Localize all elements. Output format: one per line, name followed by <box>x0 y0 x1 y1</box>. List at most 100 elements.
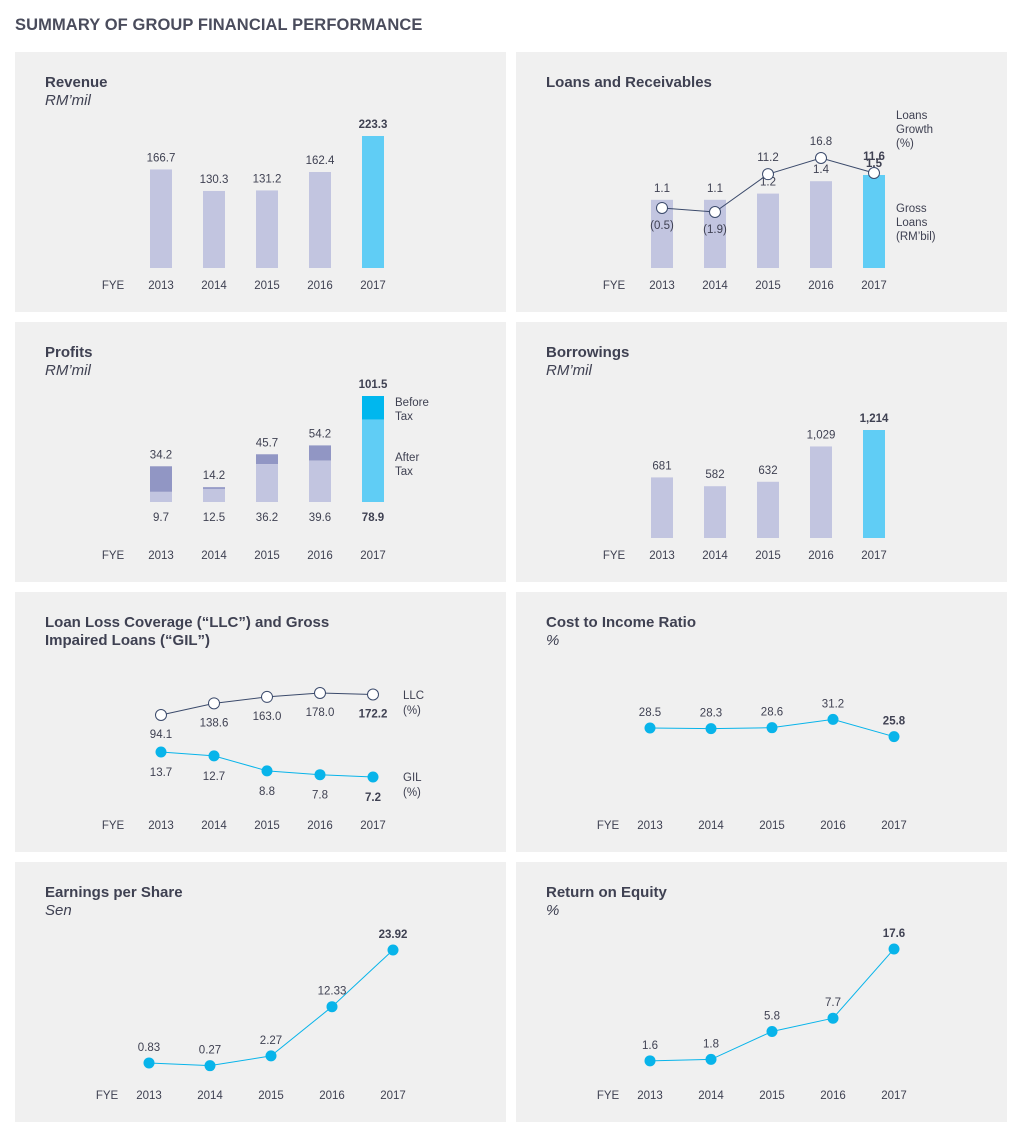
bar-before-tax <box>150 466 172 492</box>
bar-before-tax <box>362 396 384 420</box>
legend-gil: GIL <box>403 772 422 784</box>
x-tick-label: 2015 <box>254 280 280 292</box>
data-label-before-tax: 14.2 <box>203 470 225 482</box>
data-label: 1.5 <box>866 158 883 170</box>
roe-panel: Return on Equity % 1.6 1.8 5.8 7.7 17.6 FYE 20… <box>516 862 1007 1122</box>
loans-panel: Loans and Receivables 1.1 1.1 1.2 1.4 1.5 (0.… <box>516 52 1007 312</box>
legend-growth: Loans <box>896 110 928 122</box>
panel-title: Return on Equity <box>546 884 667 901</box>
bar-before-tax <box>256 454 278 465</box>
x-tick-label: 2014 <box>702 280 728 292</box>
llc-point <box>261 690 273 703</box>
bar <box>309 172 331 268</box>
panel-title: Loans and Receivables <box>546 74 712 91</box>
data-point <box>326 1001 338 1013</box>
data-label: 681 <box>652 460 671 472</box>
x-tick-label: 2014 <box>698 820 724 832</box>
data-point <box>762 168 774 181</box>
page-title: SUMMARY OF GROUP FINANCIAL PERFORMANCE <box>15 16 423 34</box>
x-tick-label: 2015 <box>254 820 280 832</box>
data-point <box>204 1060 216 1072</box>
bar <box>651 477 673 538</box>
data-point <box>656 201 668 214</box>
fye-label: FYE <box>603 550 626 562</box>
bar <box>810 446 832 538</box>
data-label: 130.3 <box>200 174 229 186</box>
legend-llc: LLC <box>403 690 424 702</box>
profits-chart: 34.2 9.7 14.2 12.5 45.7 36.2 54.2 39.6 101.5 78.9… <box>102 379 429 562</box>
cir-chart: 28.5 28.3 28.6 31.2 25.8 FYE 2013 2014 2015 2016 2… <box>597 698 907 832</box>
data-label: 162.4 <box>306 155 335 167</box>
bar-after-tax <box>256 464 278 502</box>
panel-unit: % <box>546 632 560 649</box>
data-label: 1.1 <box>654 183 670 195</box>
panel-unit: RM’mil <box>45 92 91 109</box>
llc-label: 138.6 <box>200 717 229 729</box>
x-tick-label: 2017 <box>360 820 386 832</box>
panel-unit: % <box>546 902 560 919</box>
data-point <box>815 152 827 164</box>
x-tick-label: 2014 <box>201 820 227 832</box>
x-tick-label: 2013 <box>637 1090 663 1102</box>
data-label: 7.7 <box>825 997 841 1009</box>
llc-point <box>367 688 379 701</box>
bar <box>863 430 885 538</box>
data-label: 632 <box>758 465 777 477</box>
bar <box>704 199 726 268</box>
roe-chart: 1.6 1.8 5.8 7.7 17.6 FYE 2013 2014 2015 2016 2017 <box>597 928 907 1102</box>
x-tick-label: 2013 <box>637 820 663 832</box>
data-label: 1.8 <box>703 1038 719 1050</box>
data-point <box>705 723 717 735</box>
x-tick-label: 2017 <box>380 1090 406 1102</box>
data-point <box>265 1050 277 1062</box>
panel-title: Cost to Income Ratio <box>546 614 697 631</box>
bar <box>256 190 278 268</box>
x-tick-label: 2017 <box>861 550 887 562</box>
bar <box>757 481 779 538</box>
data-label: 0.83 <box>138 1042 160 1054</box>
fye-label: FYE <box>96 1090 119 1102</box>
llc-point <box>155 709 167 721</box>
legend-gross-loans: Loans <box>896 217 928 229</box>
llc-point <box>314 687 326 699</box>
x-tick-label: 2017 <box>360 280 386 292</box>
gil-label: 7.2 <box>365 792 381 804</box>
x-tick-label: 2013 <box>136 1090 162 1102</box>
bar-after-tax <box>362 419 384 502</box>
legend-growth: (%) <box>896 138 914 150</box>
x-tick-label: 2017 <box>881 820 907 832</box>
legend-growth: Growth <box>896 124 933 136</box>
data-point <box>143 1057 155 1069</box>
eps-panel: Earnings per Share Sen 0.83 0.27 2.27 12.33… <box>15 862 506 1122</box>
bar <box>362 136 384 268</box>
data-label-after-tax: 39.6 <box>309 512 331 524</box>
eps-chart: 0.83 0.27 2.27 12.33 23.92 FYE 2013 2014 2015 201… <box>96 929 408 1102</box>
x-tick-label: 2017 <box>360 550 386 562</box>
data-label: 23.92 <box>379 929 408 941</box>
gil-point <box>155 746 167 758</box>
fye-label: FYE <box>102 280 125 292</box>
fye-label: FYE <box>102 820 125 832</box>
data-label: 1.2 <box>760 177 776 189</box>
legend-after-tax: After <box>395 452 419 464</box>
data-point <box>766 1025 778 1037</box>
x-tick-label: 2014 <box>201 280 227 292</box>
data-label: 5.8 <box>764 1010 780 1022</box>
data-label: 11.6 <box>863 151 885 163</box>
profits-panel: Profits RM’mil 34.2 9.7 14.2 12.5 45.7 36.2 54… <box>15 322 506 582</box>
data-label: 25.8 <box>883 716 906 728</box>
revenue-chart: 166.7 130.3 131.2 162.4 223.3 FYE 2013 2014 2015… <box>102 119 388 292</box>
gil-label: 7.8 <box>312 790 328 802</box>
panel-title: Earnings per Share <box>45 884 183 901</box>
x-tick-label: 2013 <box>148 820 174 832</box>
legend-after-tax: Tax <box>395 466 413 478</box>
llc-label: 178.0 <box>306 707 335 719</box>
fye-label: FYE <box>597 820 620 832</box>
panel-title: Revenue <box>45 74 108 91</box>
x-tick-label: 2016 <box>307 550 333 562</box>
bar <box>150 169 172 268</box>
legend-gross-loans: (RM’bil) <box>896 231 936 243</box>
data-label-after-tax: 78.9 <box>362 512 384 524</box>
x-tick-label: 2015 <box>254 550 280 562</box>
llc-point <box>208 697 220 710</box>
